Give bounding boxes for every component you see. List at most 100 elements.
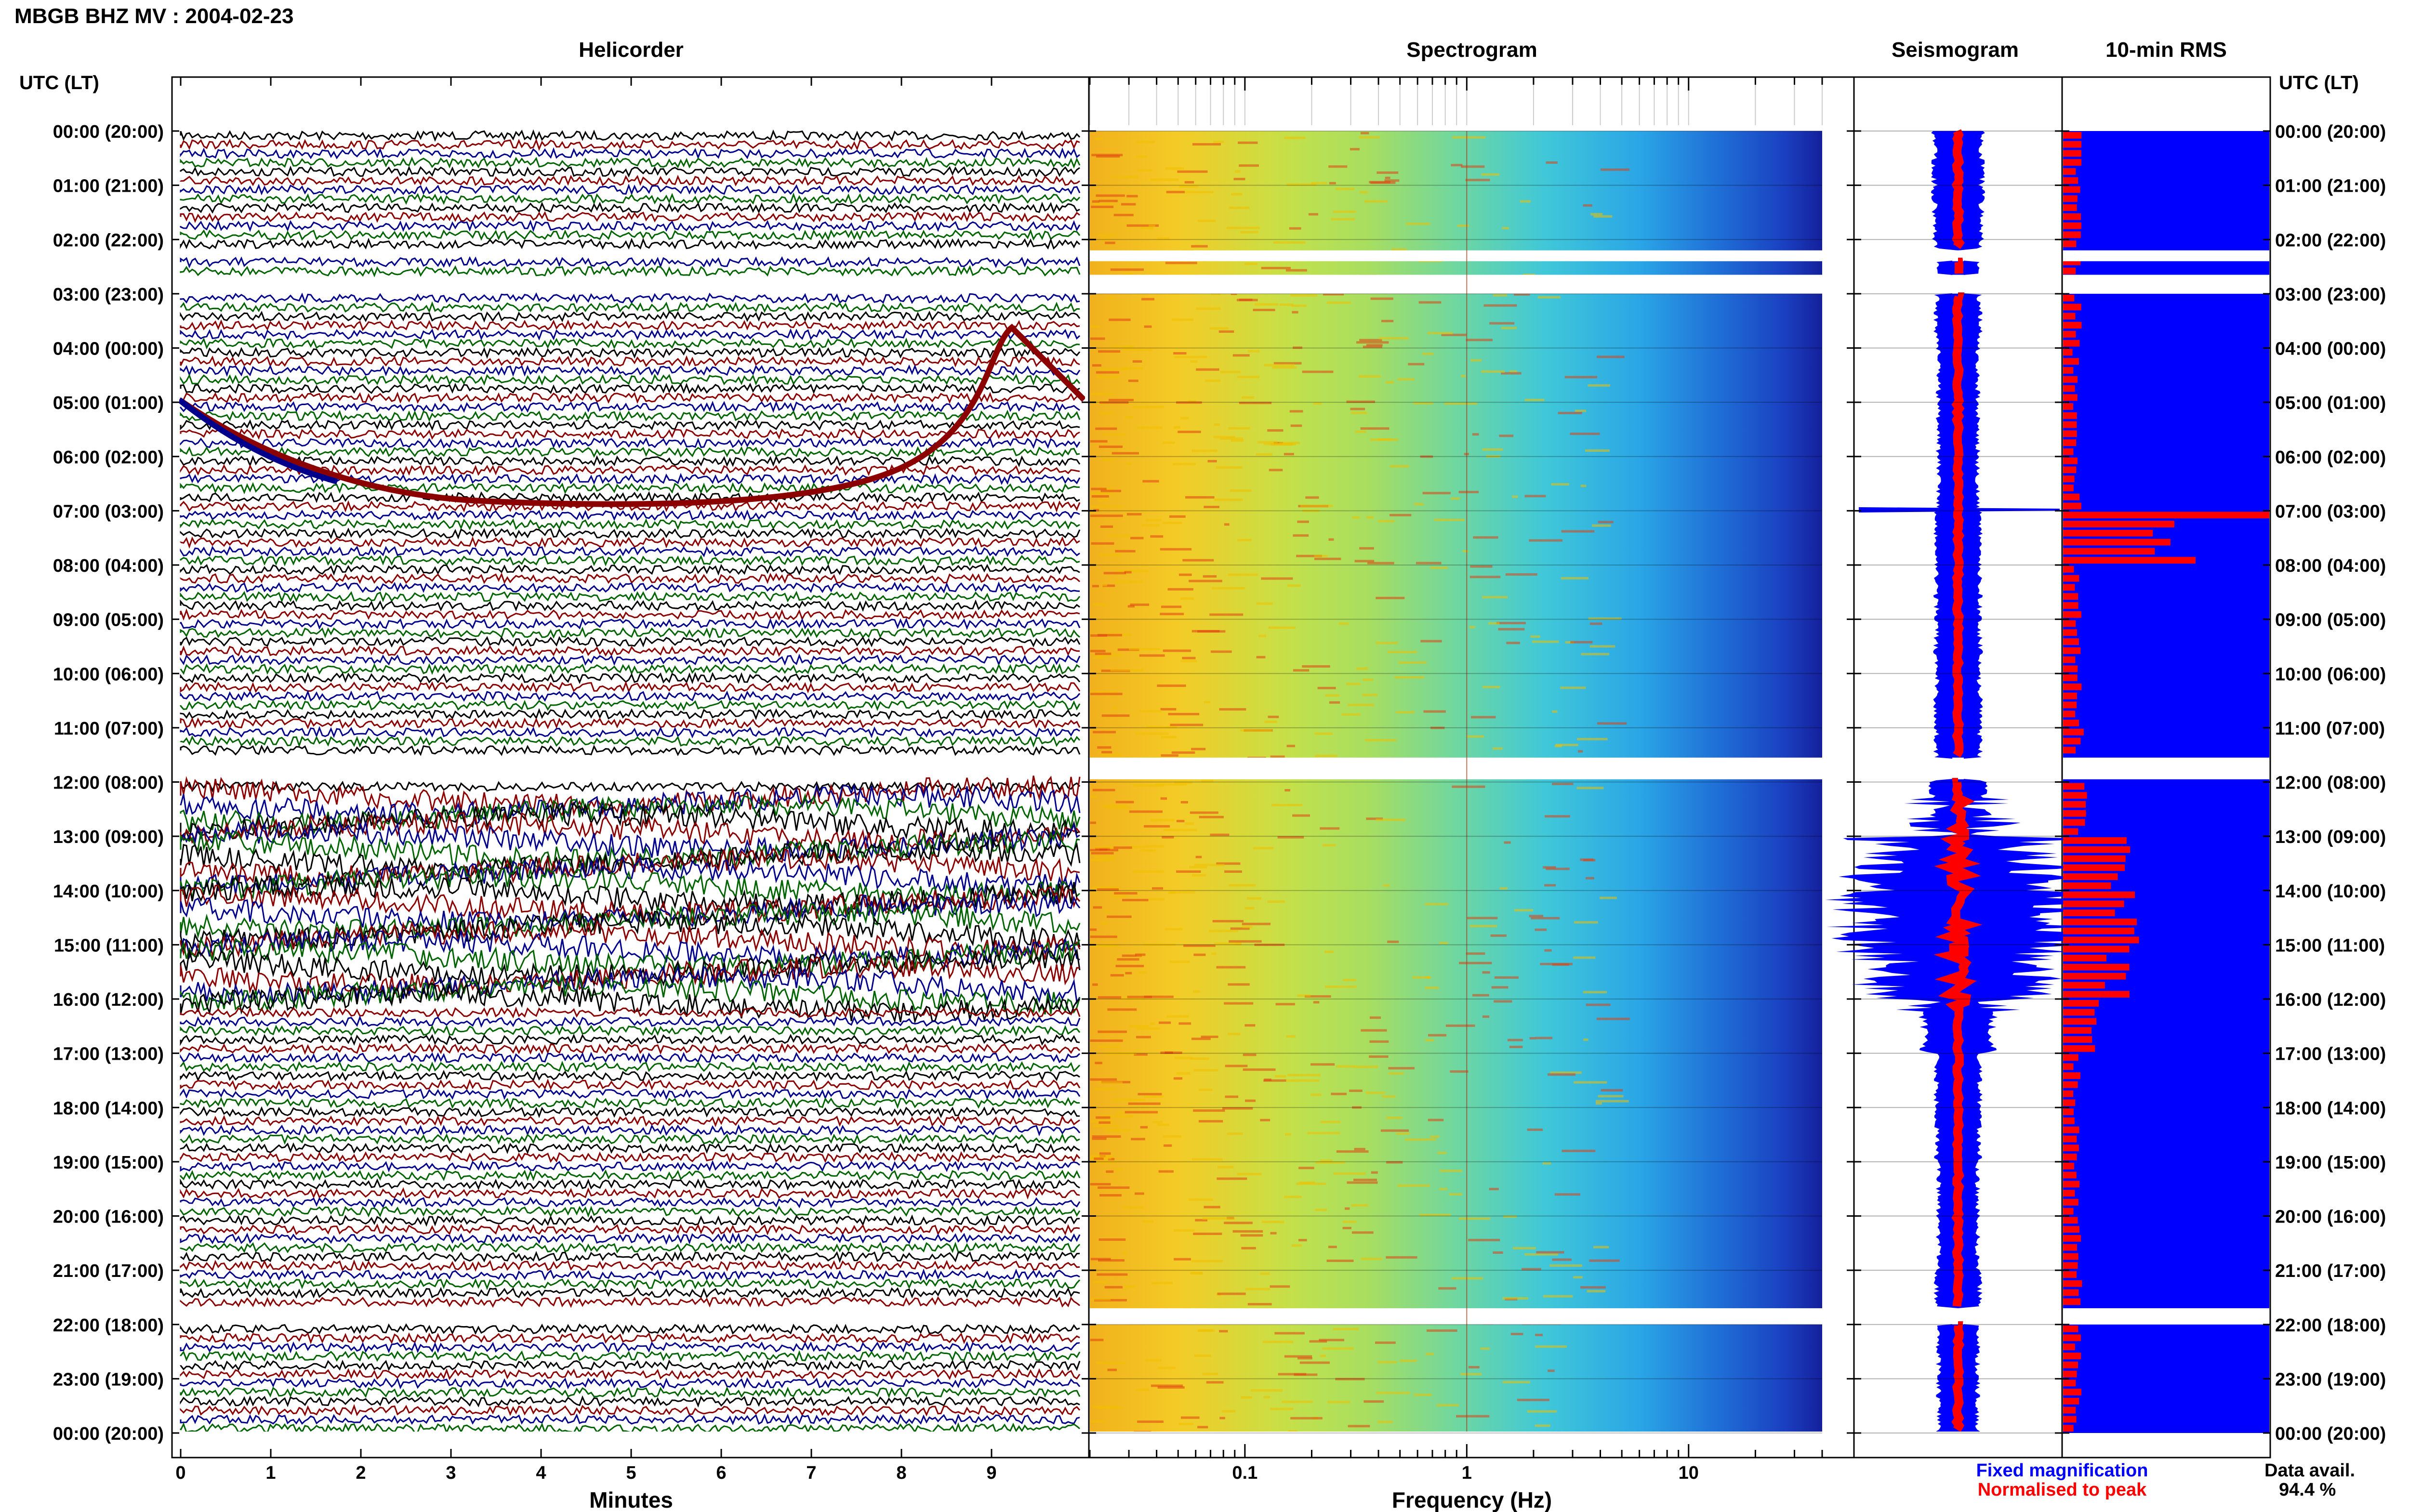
time-label-left: 17:00 (13:00) [53, 1044, 164, 1065]
helicorder-trace [180, 138, 1080, 151]
rms-bar [2063, 855, 2126, 862]
time-label-left: 18:00 (14:00) [53, 1098, 164, 1118]
rms-bar [2063, 1081, 2078, 1088]
helicorder-trace [180, 572, 1081, 584]
rms-bar [2063, 313, 2076, 320]
frequency-axis: 0.1 1 10 [1089, 77, 1823, 1483]
helicorder-trace [180, 983, 1080, 1025]
seismogram-normalised-trace [1933, 129, 1983, 1432]
rms-bar [2063, 828, 2078, 835]
rms-bar [2063, 1108, 2074, 1116]
helicorder-trace [180, 1196, 1081, 1209]
helicorder-trace [180, 1287, 1080, 1299]
rms-bar [2063, 331, 2076, 338]
rms-bar [2063, 900, 2124, 907]
helicorder-trace [180, 1052, 1081, 1064]
helicorder-trace [180, 726, 1080, 738]
time-label-left: 02:00 (22:00) [53, 230, 164, 250]
rms-bar [2063, 493, 2080, 500]
rms-bar [2063, 674, 2078, 682]
time-label-left: 04:00 (00:00) [53, 339, 164, 359]
rms-bar [2063, 710, 2075, 718]
helicorder-trace [180, 455, 1081, 467]
helicorder-trace [180, 319, 1080, 331]
helicorder-trace [180, 491, 1080, 503]
helicorder-trace [180, 437, 1081, 449]
rms-bar [2063, 701, 2077, 709]
rms-bar [2063, 1325, 2078, 1332]
time-label-left: 16:00 (12:00) [53, 990, 164, 1010]
helicorder-trace [180, 355, 1080, 368]
helicorder-trace [180, 337, 1080, 350]
rms-bar [2063, 620, 2076, 627]
helicorder-trace [180, 554, 1080, 567]
spectrogram-title: Spectrogram [1406, 38, 1537, 62]
rms-bar [2063, 1063, 2074, 1070]
minutes-tick-label: 7 [806, 1463, 816, 1483]
helicorder-trace [180, 902, 1081, 943]
helicorder-trace [180, 1160, 1080, 1172]
helicorder-trace [180, 955, 1080, 997]
hour-gridlines [172, 130, 2270, 1434]
helicorder-trace [180, 1069, 1080, 1082]
chart-title: MBGB BHZ MV : 2004-02-23 [14, 4, 293, 28]
helicorder-trace [180, 301, 1080, 313]
rms-bar [2063, 1262, 2078, 1269]
rms-bar [2063, 267, 2076, 275]
rms-bar [2063, 1099, 2076, 1106]
frequency-tick-label: 10 [1679, 1463, 1699, 1483]
legend-normalised-to-peak: Normalised to peak [1978, 1480, 2147, 1500]
helicorder-trace [180, 591, 1081, 603]
helicorder-trace [180, 156, 1081, 169]
helicorder-trace [180, 1404, 1081, 1417]
rms-bar [2063, 512, 2269, 519]
rms-bar [2063, 1126, 2079, 1133]
helicorder-trace [180, 382, 1080, 394]
rms-bar [2063, 684, 2082, 690]
helicorder-trace [180, 653, 1081, 667]
time-label-right: 05:00 (01:00) [2275, 393, 2386, 413]
helicorder-trace [180, 618, 1081, 630]
minutes-tick-label: 1 [265, 1463, 276, 1483]
rms-bar [2063, 864, 2125, 871]
time-label-left: 10:00 (06:00) [53, 664, 164, 684]
time-label-left: 13:00 (09:00) [53, 827, 164, 847]
rms-bar [2063, 231, 2081, 238]
time-label-left: 01:00 (21:00) [53, 176, 164, 197]
rms-bar [2063, 647, 2081, 654]
rms-bar [2063, 1190, 2075, 1196]
helicorder-trace [180, 1241, 1081, 1254]
helicorder-trace [180, 174, 1080, 187]
data-availability-value: 94.4 % [2279, 1480, 2336, 1500]
helicorder-trace [180, 708, 1081, 721]
helicorder-trace [180, 147, 1080, 160]
minutes-tick-label: 3 [446, 1463, 456, 1483]
rms-bar [2063, 1289, 2079, 1296]
helicorder-trace [180, 165, 1080, 178]
rms-bar [2063, 1407, 2076, 1414]
rms-bar [2063, 358, 2079, 365]
rms-bar [2063, 1298, 2081, 1305]
rms-bar [2063, 502, 2081, 510]
rms-bar [2063, 720, 2079, 726]
rms-bar [2063, 529, 2153, 537]
rms-bar [2063, 891, 2135, 898]
rms-bar [2063, 466, 2077, 473]
time-label-left: 07:00 (03:00) [53, 501, 164, 522]
time-label-right: 21:00 (17:00) [2275, 1261, 2386, 1281]
time-label-left: 08:00 (04:00) [53, 556, 164, 576]
time-label-right: 14:00 (10:00) [2275, 881, 2386, 902]
helicorder-trace [180, 1268, 1080, 1281]
rms-bar [2063, 919, 2137, 925]
rms-bar [2063, 1253, 2078, 1260]
rms-bar [2063, 1171, 2077, 1179]
rms-bar [2063, 973, 2126, 980]
helicorder-trace [180, 464, 1080, 476]
helicorder-trace [180, 419, 1080, 431]
helicorder-trace [180, 373, 1081, 386]
helicorder-trace [180, 265, 1081, 277]
rms-bar [2063, 584, 2075, 591]
helicorder-trace [180, 1169, 1081, 1182]
helicorder-trace [180, 1214, 1080, 1227]
helicorder-trace [180, 847, 1080, 888]
